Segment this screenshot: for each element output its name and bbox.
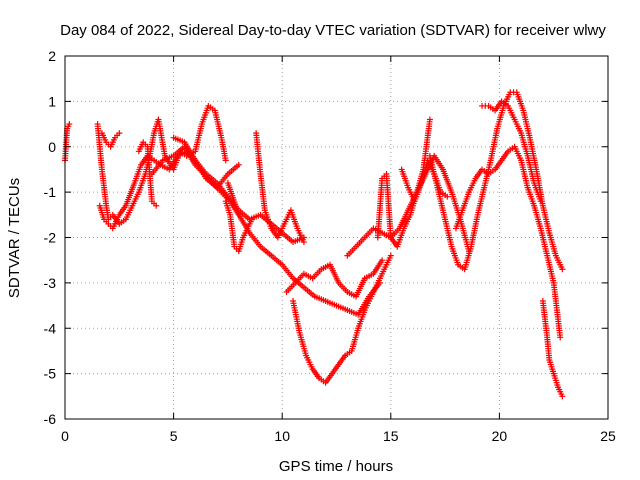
x-tick-label: 5 bbox=[170, 428, 178, 444]
x-tick-label: 25 bbox=[600, 428, 616, 444]
data-point bbox=[235, 161, 242, 168]
x-tick-label: 10 bbox=[274, 428, 290, 444]
y-tick-label: 0 bbox=[48, 139, 56, 155]
axis-ticks: 0 5 10 15 20 25 -6 -5 -4 -3 -2 -1 0 1 2 bbox=[44, 48, 616, 444]
y-tick-label: -3 bbox=[44, 275, 57, 291]
y-tick-label: 1 bbox=[48, 93, 56, 109]
data-point bbox=[116, 130, 123, 137]
x-tick-label: 20 bbox=[492, 428, 508, 444]
y-tick-label: -4 bbox=[44, 320, 57, 336]
x-tick-label: 0 bbox=[61, 428, 69, 444]
y-axis-label: SDTVAR / TECUs bbox=[6, 178, 23, 298]
data-point bbox=[222, 157, 229, 164]
data-point bbox=[559, 393, 566, 400]
data-point bbox=[379, 257, 386, 264]
y-tick-label: -1 bbox=[44, 184, 57, 200]
x-axis-label: GPS time / hours bbox=[279, 458, 393, 475]
y-tick-label: 2 bbox=[48, 48, 56, 64]
y-tick-label: -2 bbox=[44, 230, 57, 246]
data-point bbox=[300, 239, 307, 246]
data-points bbox=[62, 89, 566, 400]
y-tick-label: -6 bbox=[44, 411, 57, 427]
data-point bbox=[66, 121, 73, 128]
data-point bbox=[426, 116, 433, 123]
x-tick-label: 15 bbox=[383, 428, 399, 444]
data-point bbox=[387, 252, 394, 259]
data-point bbox=[537, 198, 544, 205]
data-point bbox=[557, 334, 564, 341]
y-tick-label: -5 bbox=[44, 366, 57, 382]
data-point bbox=[444, 193, 451, 200]
chart-title: Day 084 of 2022, Sidereal Day-to-day VTE… bbox=[60, 22, 606, 39]
data-point bbox=[559, 266, 566, 273]
data-point bbox=[248, 216, 255, 223]
data-point bbox=[153, 202, 160, 209]
